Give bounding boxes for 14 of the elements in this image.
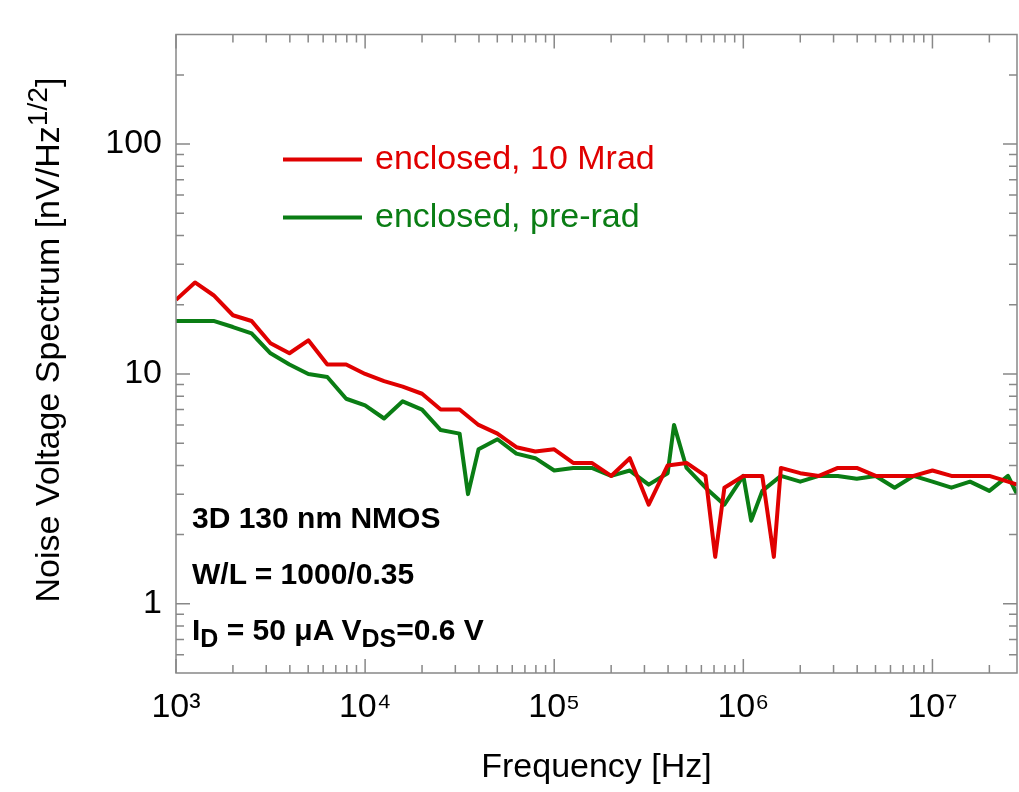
x-tick-label: 10³ — [151, 685, 201, 724]
legend-label: enclosed, 10 Mrad — [375, 137, 655, 176]
y-tick-label: 100 — [105, 122, 162, 161]
annotation: 3D 130 nm NMOS — [192, 500, 442, 536]
y-tick-label: 10 — [124, 352, 162, 391]
annotation: W/L = 1000/0.35 — [192, 556, 416, 592]
x-tick-label: 10⁴ — [338, 685, 392, 724]
x-tick-label: 10⁶ — [717, 685, 770, 724]
x-axis-title: Frequency [Hz] — [481, 745, 712, 784]
legend-label: enclosed, pre-rad — [375, 195, 640, 234]
y-tick-label: 1 — [143, 582, 162, 621]
x-tick-label: 10⁵ — [528, 685, 581, 724]
x-tick-label: 10⁷ — [907, 685, 958, 724]
annotation: I$_{D}$ = 50 μA V$_{DS}$=0.6 V — [192, 612, 484, 654]
